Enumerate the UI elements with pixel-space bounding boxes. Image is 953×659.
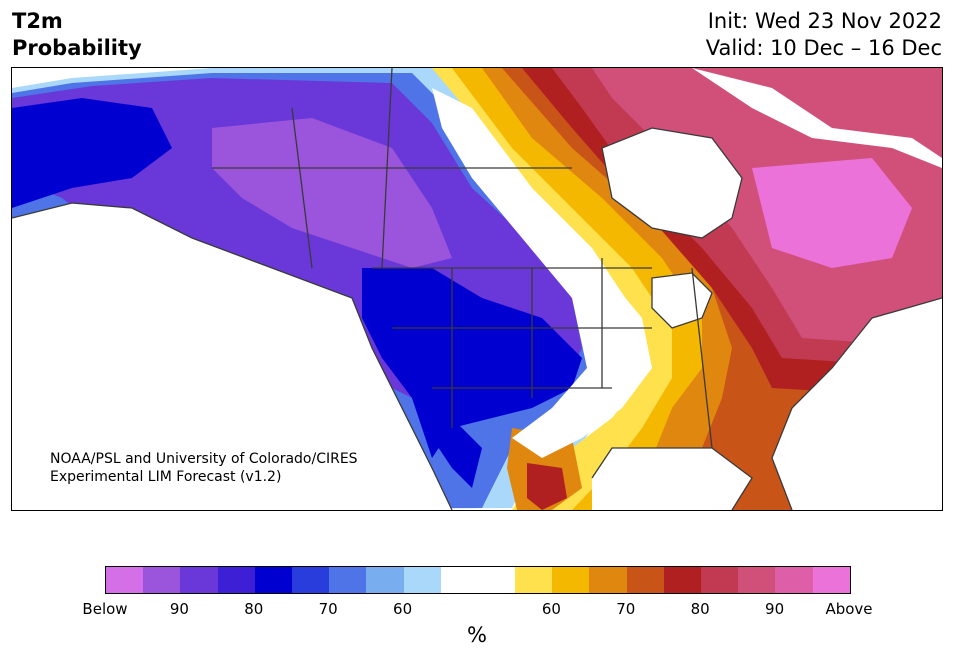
cold-deep-zone <box>12 98 172 208</box>
warm-magenta-zone <box>752 158 912 268</box>
colorbar-tick-label: 60 <box>393 600 413 618</box>
atlantic-ocean <box>772 298 942 510</box>
colorbar-tick-label: 90 <box>169 600 189 618</box>
colorbar-segment <box>701 567 739 593</box>
colorbar-unit: % <box>467 623 487 647</box>
title-line-1: T2m <box>12 9 63 33</box>
chart-title: T2m Probability <box>12 8 142 62</box>
colorbar-tick-label: 80 <box>244 600 264 618</box>
hudson-bay <box>602 128 742 238</box>
colorbar-segment <box>106 567 144 593</box>
boundaries <box>12 68 942 510</box>
colorbar-segment <box>329 567 367 593</box>
cold-deep-west <box>362 268 582 458</box>
forecast-map: NOAA/PSL and University of Colorado/CIRE… <box>11 67 943 511</box>
colorbar-segment <box>180 567 218 593</box>
neutral-band <box>432 88 652 458</box>
colorbar-segment <box>254 567 292 593</box>
colorbar-segment <box>552 567 590 593</box>
colorbar <box>105 566 851 594</box>
colorbar-segment <box>291 567 330 593</box>
colorbar-segment <box>812 567 850 593</box>
pacific-ocean <box>12 203 452 510</box>
colorbar-tick-label: Above <box>825 600 873 618</box>
colorbar-tick-label: 70 <box>318 600 338 618</box>
colorbar-segment <box>143 567 181 593</box>
colorbar-segment <box>366 567 404 593</box>
colorbar-tick-label: 80 <box>690 600 710 618</box>
colorbar-segment <box>217 567 255 593</box>
map-svg: NOAA/PSL and University of Colorado/CIRE… <box>12 68 942 510</box>
title-line-2: Probability <box>12 36 142 60</box>
colorbar-segment <box>589 567 627 593</box>
colorbar-segment <box>403 567 441 593</box>
warm-pocket-core <box>527 463 567 510</box>
colorbar-tick-label: 60 <box>541 600 561 618</box>
cold-deep-mexico <box>412 398 482 488</box>
valid-range: Valid: 10 Dec – 16 Dec <box>705 36 942 60</box>
gulf-of-mexico <box>592 448 752 510</box>
colorbar-segment <box>626 567 664 593</box>
credit-line-1: NOAA/PSL and University of Colorado/CIRE… <box>50 451 358 467</box>
colorbar-segment <box>515 567 553 593</box>
colorbar-segment <box>440 567 478 593</box>
colorbar-segment <box>477 567 516 593</box>
credit-line-2: Experimental LIM Forecast (v1.2) <box>50 469 281 485</box>
colorbar-segment <box>663 567 701 593</box>
colorbar-tick-label: 90 <box>765 600 785 618</box>
init-date: Init: Wed 23 Nov 2022 <box>707 9 942 33</box>
colorbar-segment <box>738 567 776 593</box>
colorbar-segment <box>775 567 813 593</box>
colorbar-tick-label: Below <box>82 600 128 618</box>
arctic-water <box>692 68 942 168</box>
date-info: Init: Wed 23 Nov 2022 Valid: 10 Dec – 16… <box>706 8 942 62</box>
cold-violet-zone <box>212 118 452 268</box>
colorbar-tick-label: 70 <box>616 600 636 618</box>
